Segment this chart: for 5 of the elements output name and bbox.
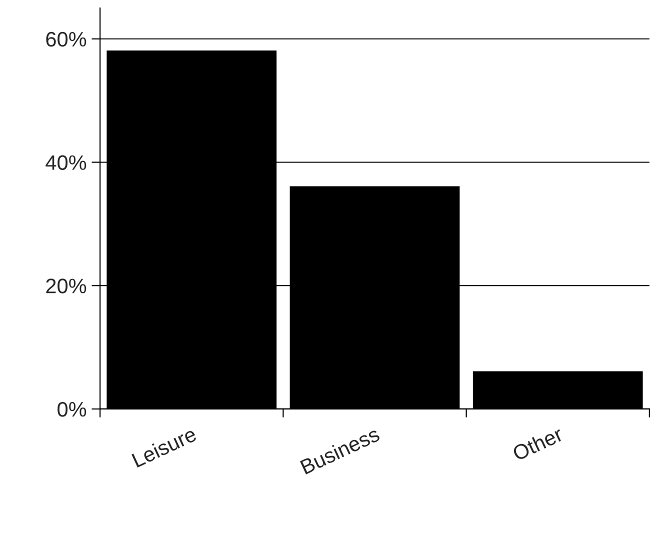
y-tick-label: 0% — [58, 402, 86, 417]
y-tick-label: 60% — [46, 32, 86, 47]
y-tick-label: 20% — [46, 278, 86, 294]
x-tick-label: Other — [512, 426, 564, 462]
y-tick-label: 40% — [46, 155, 86, 170]
